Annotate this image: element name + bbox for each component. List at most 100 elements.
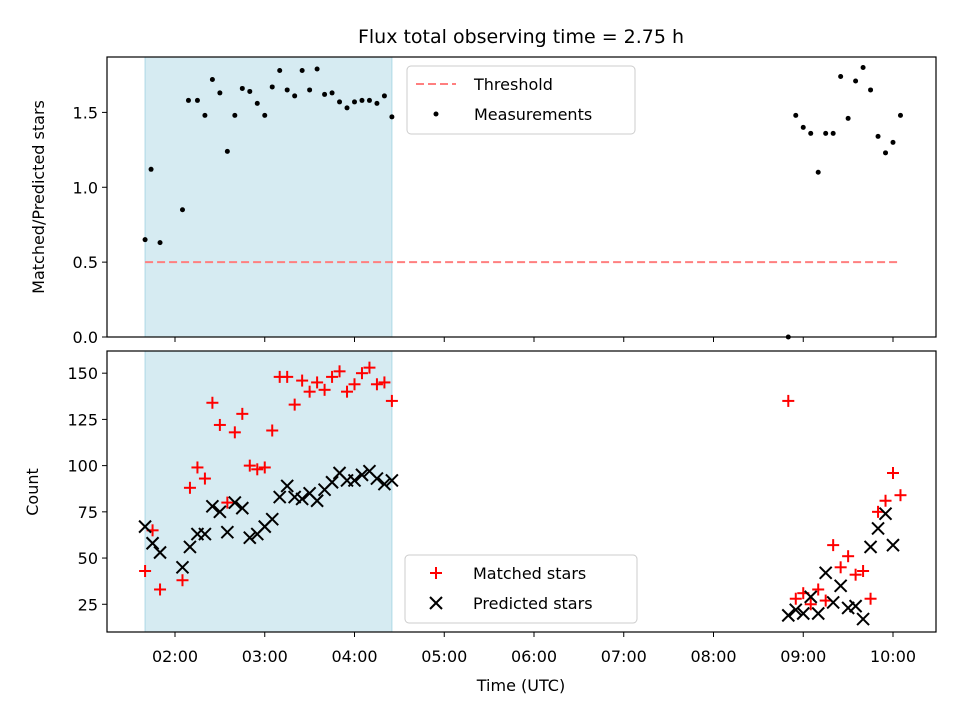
matched-star-point xyxy=(341,385,354,398)
measurement-point xyxy=(157,240,163,246)
legend-threshold-label: Threshold xyxy=(473,75,553,94)
measurement-point xyxy=(359,97,365,103)
matched-star-point xyxy=(355,367,368,380)
measurement-point xyxy=(247,88,253,94)
predicted-x-b xyxy=(220,525,235,539)
measurement-point xyxy=(314,66,320,72)
top-ytick-label: 0.0 xyxy=(73,328,98,347)
measurement-point xyxy=(232,112,238,118)
predicted-x-b xyxy=(833,579,848,593)
matched-star-point xyxy=(827,539,840,552)
matched-star-point xyxy=(363,361,376,374)
predicted-x-b xyxy=(789,603,803,617)
measurement-point xyxy=(897,112,903,118)
matched-star-point xyxy=(819,594,832,607)
bottom-ytick-label: 25 xyxy=(78,595,98,614)
measurement-point xyxy=(381,93,387,99)
predicted-star-point xyxy=(175,560,190,575)
matched-star-point xyxy=(243,459,256,472)
measurement-point xyxy=(148,166,154,172)
matched-star-point xyxy=(789,592,802,605)
xtick-label: 08:00 xyxy=(690,647,736,666)
predicted-star-point xyxy=(183,540,197,554)
bottom-axes-frame xyxy=(106,350,937,633)
bottom-legend-box xyxy=(404,554,638,624)
predicted-star-point xyxy=(213,505,227,519)
predicted-x-b xyxy=(183,540,197,554)
predicted-star-point xyxy=(243,531,257,545)
matched-star-point xyxy=(849,568,862,581)
bottom-ytick-label: 100 xyxy=(67,457,98,476)
matched-star-point xyxy=(370,378,383,391)
predicted-star-point xyxy=(818,566,833,580)
matched-star-point xyxy=(281,370,294,383)
matched-star-point xyxy=(894,489,907,502)
legend-matched-label: Matched stars xyxy=(473,564,586,583)
predicted-x-b xyxy=(280,479,294,493)
measurement-point xyxy=(823,130,829,136)
predicted-x-b xyxy=(377,477,392,491)
predicted-star-point xyxy=(811,606,825,621)
predicted-star-point xyxy=(796,606,810,621)
measurement-point xyxy=(352,99,357,105)
predicted-star-point xyxy=(138,519,152,534)
predicted-star-point xyxy=(265,512,279,526)
top-y-axis: 0.0 0.5 1.0 1.5 xyxy=(73,103,107,347)
matched-star-point xyxy=(872,505,885,518)
matched-star-point xyxy=(879,494,892,507)
measurement-point xyxy=(322,91,328,97)
predicted-x-b xyxy=(332,466,347,480)
measurement-point xyxy=(366,97,372,103)
matched-star-point xyxy=(385,394,398,407)
predicted-x-b xyxy=(362,464,377,478)
matched-star-point xyxy=(812,583,825,596)
measurement-point xyxy=(299,67,305,73)
predicted-star-point xyxy=(856,612,870,626)
measurement-point xyxy=(875,133,881,139)
measurement-point xyxy=(262,112,268,118)
top-observing-window-shade xyxy=(144,56,393,338)
predicted-x-b xyxy=(198,527,212,541)
predicted-star-point xyxy=(789,603,803,617)
measurement-point xyxy=(883,150,889,156)
matched-star-point xyxy=(804,598,817,611)
matched-star-point xyxy=(864,592,877,605)
measurement-point xyxy=(277,67,283,73)
predicted-x-b xyxy=(235,501,250,515)
matched-star-point xyxy=(842,550,855,563)
predicted-x-b xyxy=(796,606,810,621)
measurement-point xyxy=(389,114,395,120)
matched-star-point xyxy=(183,481,196,494)
predicted-star-point xyxy=(273,490,287,504)
matched-star-point xyxy=(834,561,847,574)
matched-star-point xyxy=(228,426,241,439)
predicted-star-point xyxy=(347,473,362,488)
predicted-x-b xyxy=(818,566,833,580)
predicted-x-b xyxy=(228,495,242,510)
measurement-point xyxy=(815,169,821,175)
predicted-star-point xyxy=(198,527,212,541)
predicted-x-b xyxy=(213,505,227,519)
matched-star-point xyxy=(348,378,361,391)
matched-star-point xyxy=(176,574,189,587)
measurement-point xyxy=(808,130,814,136)
matched-star-point xyxy=(326,370,339,383)
top-ytick-label: 1.0 xyxy=(73,178,98,197)
measurement-point xyxy=(845,115,851,121)
measurement-point xyxy=(185,97,191,103)
measurement-point xyxy=(224,148,230,154)
predicted-x-b xyxy=(826,595,840,610)
measurement-point xyxy=(284,87,290,93)
matched-star-point xyxy=(154,583,167,596)
predicted-x-b xyxy=(871,521,885,536)
predicted-x-b xyxy=(848,599,863,613)
predicted-x-b xyxy=(243,531,257,545)
measurement-point xyxy=(292,93,298,99)
matched-star-point xyxy=(303,385,316,398)
predicted-x-b xyxy=(205,499,220,513)
predicted-x-b xyxy=(287,490,302,504)
predicted-x-b xyxy=(153,545,167,560)
matched-star-point xyxy=(221,496,234,509)
measurement-point xyxy=(838,73,844,79)
